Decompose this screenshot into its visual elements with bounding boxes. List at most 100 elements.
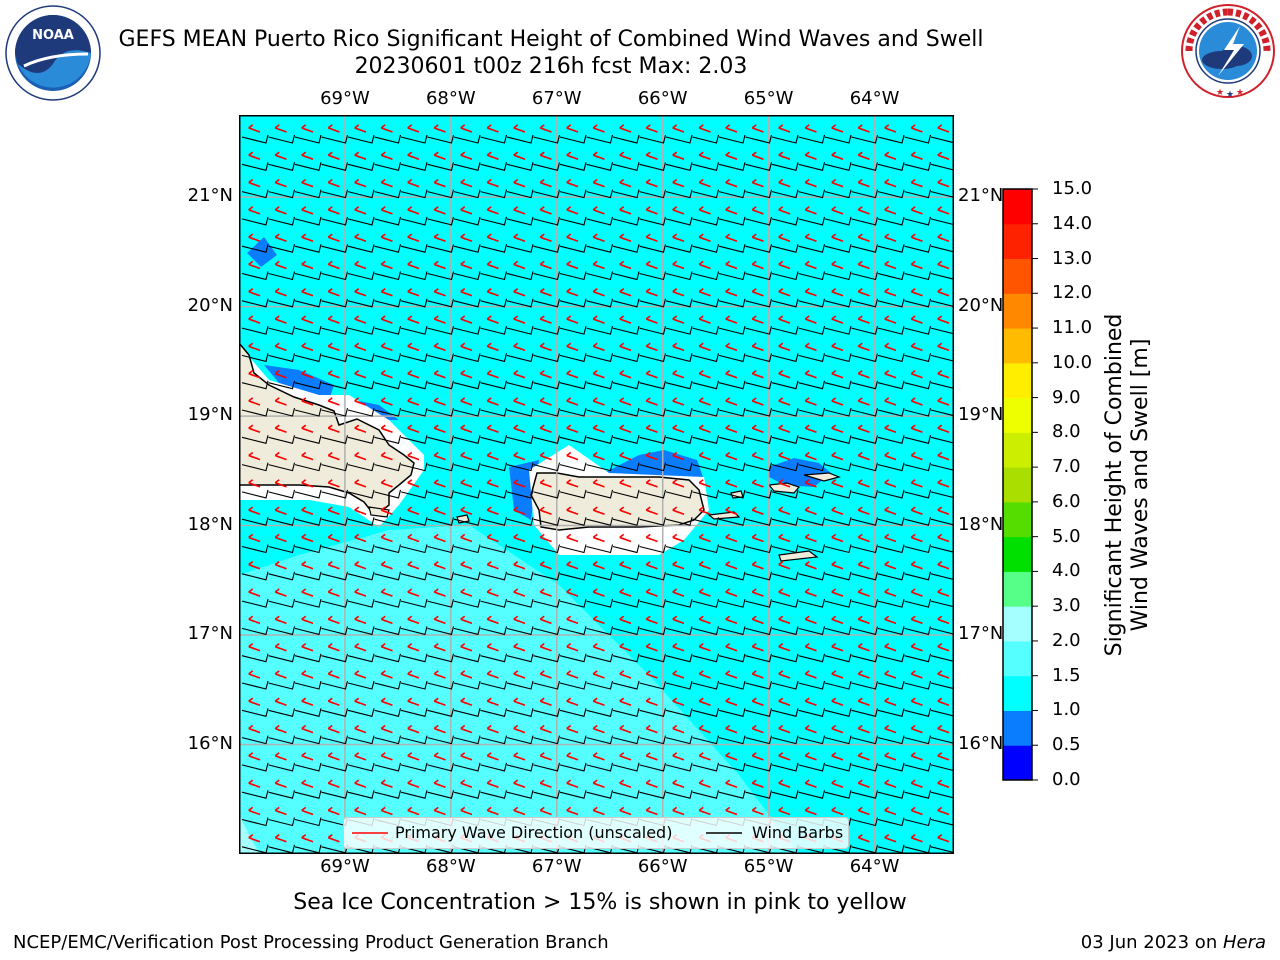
wind-barb	[586, 380, 614, 390]
wind-barb	[877, 790, 905, 799]
wave-direction-arrow	[513, 724, 526, 734]
wind-barb	[771, 407, 799, 417]
wind-barb	[877, 489, 905, 499]
wind-barb	[480, 544, 508, 554]
low-wave-patch	[264, 365, 334, 400]
wind-barb	[586, 790, 614, 799]
wind-barb	[904, 407, 932, 417]
wave-direction-arrow	[486, 424, 499, 434]
wave-direction-arrow	[327, 615, 340, 625]
wave-direction-arrow	[619, 779, 632, 788]
wave-direction-arrow	[910, 806, 923, 816]
wave-direction-arrow	[778, 697, 791, 707]
wind-barb	[268, 244, 296, 253]
wind-barb	[798, 489, 826, 499]
wave-direction-arrow	[937, 151, 950, 161]
wave-direction-arrow	[857, 479, 870, 488]
wave-direction-arrow	[513, 697, 526, 707]
wave-direction-arrow	[672, 561, 685, 570]
wind-barb	[851, 762, 879, 772]
wave-direction-arrow	[274, 752, 287, 761]
wave-direction-arrow	[698, 670, 711, 679]
wind-barb	[480, 216, 508, 226]
wind-barb	[268, 380, 296, 390]
wave-direction-arrow	[592, 697, 605, 707]
wind-barb	[321, 407, 349, 417]
wind-barb	[374, 462, 402, 472]
wave-direction-arrow	[539, 451, 552, 461]
wind-barb	[665, 407, 693, 417]
longitude-label: 64°W	[849, 856, 900, 877]
wave-direction-arrow	[645, 533, 658, 543]
wave-direction-arrow	[857, 779, 870, 788]
wind-barb	[718, 544, 746, 554]
wave-direction-arrow	[566, 124, 579, 133]
colorbar-segment	[1003, 258, 1032, 294]
wind-barb	[771, 626, 799, 636]
wave-direction-arrow	[751, 369, 764, 379]
wave-direction-arrow	[301, 397, 314, 406]
wave-direction-arrow	[778, 506, 791, 515]
wave-direction-arrow	[301, 670, 314, 679]
wave-direction-arrow	[380, 561, 393, 570]
wave-direction-arrow	[857, 561, 870, 570]
wind-barb	[559, 735, 587, 745]
colorbar-segment	[1003, 362, 1032, 399]
wind-barb	[533, 189, 561, 199]
wind-barb	[347, 680, 375, 690]
wave-direction-arrow	[804, 724, 817, 734]
wave-direction-arrow	[592, 233, 605, 242]
wave-direction-arrow	[354, 151, 367, 161]
wave-direction-arrow	[672, 424, 685, 434]
wind-barb	[639, 162, 667, 171]
wind-barb	[904, 762, 932, 772]
wave-direction-arrow	[301, 588, 314, 597]
wind-barb	[586, 517, 614, 526]
wind-barb	[745, 626, 773, 636]
wind-barb	[718, 189, 746, 199]
wind-barb	[745, 162, 773, 171]
wind-barb	[745, 762, 773, 772]
wind-barb	[692, 134, 720, 144]
longitude-label: 68°W	[425, 856, 476, 877]
wave-direction-arrow	[698, 697, 711, 707]
wave-direction-arrow	[566, 615, 579, 625]
wave-direction-arrow	[354, 724, 367, 734]
wave-direction-arrow	[725, 806, 738, 816]
wind-barb	[930, 764, 954, 772]
wave-direction-arrow	[407, 642, 420, 652]
colorbar-segment	[1003, 536, 1032, 572]
wave-direction-arrow	[248, 479, 261, 488]
wind-barb	[268, 598, 296, 608]
wave-direction-arrow	[539, 206, 552, 215]
wave-direction-arrow	[751, 670, 764, 679]
wave-direction-arrow	[380, 397, 393, 406]
wind-barb	[294, 544, 322, 554]
wind-barb	[321, 571, 349, 581]
wave-direction-arrow	[884, 588, 897, 597]
wind-barb	[374, 598, 402, 608]
wind-barb	[294, 298, 322, 308]
wave-direction-arrow	[486, 233, 499, 242]
wind-barb	[374, 244, 402, 253]
wave-direction-arrow	[248, 451, 261, 461]
wave-direction-arrow	[778, 752, 791, 761]
wind-barb	[586, 653, 614, 663]
wave-direction-arrow	[910, 315, 923, 324]
wave-direction-arrow	[645, 697, 658, 707]
nws-logo-icon: ★ ★ ★	[1181, 4, 1275, 100]
wind-barb	[718, 407, 746, 417]
wind-barb	[559, 271, 587, 281]
wave-direction-arrow	[857, 315, 870, 324]
wind-barb	[268, 653, 296, 663]
wind-barb	[321, 353, 349, 363]
wind-barb	[453, 790, 481, 799]
wind-barb	[745, 735, 773, 745]
wave-direction-arrow	[539, 479, 552, 488]
wind-barb	[347, 435, 375, 444]
wind-barb	[374, 544, 402, 554]
wind-barb	[268, 762, 296, 772]
wave-direction-arrow	[910, 424, 923, 434]
footer-date: 03 Jun 2023 on Hera	[1081, 932, 1266, 953]
wave-direction-arrow	[672, 752, 685, 761]
